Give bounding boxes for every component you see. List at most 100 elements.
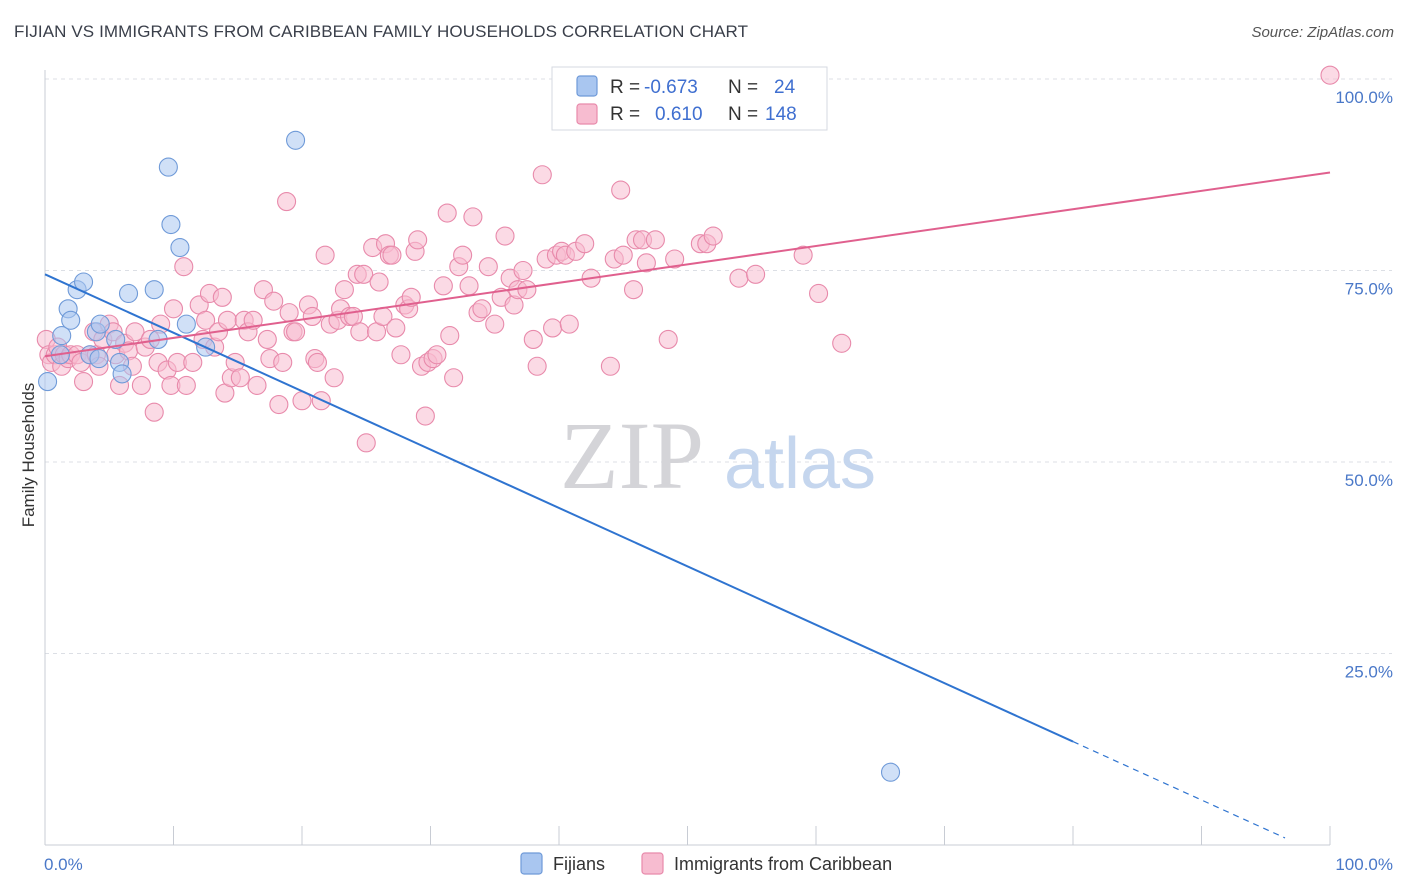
legend-swatch-caribbean xyxy=(576,103,598,125)
point-caribbean xyxy=(264,291,284,311)
point-caribbean xyxy=(196,310,216,330)
point-caribbean xyxy=(613,245,633,265)
point-fijian xyxy=(144,280,164,300)
legend-n-label-2: N = xyxy=(728,104,758,125)
point-caribbean xyxy=(324,368,344,388)
point-fijian xyxy=(38,372,58,392)
point-caribbean xyxy=(559,314,579,334)
point-caribbean xyxy=(832,333,852,353)
trend-line-fijians-extension xyxy=(1072,741,1286,839)
point-caribbean xyxy=(517,280,537,300)
point-caribbean xyxy=(415,406,435,426)
point-caribbean xyxy=(277,192,297,212)
y-axis-label: Family Households xyxy=(19,383,38,528)
point-caribbean xyxy=(478,257,498,277)
point-fijian xyxy=(90,314,110,334)
legend-swatch-fijians xyxy=(576,75,598,97)
point-fijian xyxy=(170,237,190,258)
point-caribbean xyxy=(354,264,374,284)
bottom-legend-swatch-fijians xyxy=(520,852,543,875)
point-caribbean xyxy=(279,303,299,323)
point-fijian xyxy=(118,283,139,304)
point-caribbean xyxy=(174,257,194,277)
axes: 25.0% 50.0% 75.0% 100.0% 0.0% 100.0% xyxy=(44,70,1393,874)
point-caribbean xyxy=(645,230,665,250)
point-caribbean xyxy=(144,402,164,422)
point-fijian xyxy=(158,157,178,177)
point-caribbean xyxy=(532,165,552,185)
trend-lines xyxy=(44,171,1331,839)
point-caribbean xyxy=(212,287,232,307)
point-caribbean xyxy=(286,322,306,342)
chart-source: Source: ZipAtlas.com xyxy=(1251,24,1394,41)
point-caribbean xyxy=(611,180,631,200)
point-caribbean xyxy=(485,314,505,334)
point-fijian xyxy=(61,310,81,330)
chart-title: FIJIAN VS IMMIGRANTS FROM CARIBBEAN FAMI… xyxy=(14,22,749,41)
watermark: ZIP atlas xyxy=(560,402,876,509)
point-fijian xyxy=(52,326,72,346)
legend-n-value-1: 24 xyxy=(774,77,796,98)
point-fijian xyxy=(112,364,132,384)
point-caribbean xyxy=(334,280,354,300)
top-legend: R = -0.673 N = 24 R = 0.610 N = 148 xyxy=(551,66,828,131)
point-caribbean xyxy=(369,272,389,292)
point-caribbean xyxy=(356,433,376,453)
legend-r-label-1: R = xyxy=(610,77,640,98)
y-tick-label: 100.0% xyxy=(1335,88,1393,107)
watermark-zip: ZIP xyxy=(560,402,704,509)
bottom-legend: Fijians Immigrants from Caribbean xyxy=(520,852,892,875)
point-caribbean xyxy=(131,375,151,395)
point-caribbean xyxy=(247,375,267,395)
point-caribbean xyxy=(703,226,723,246)
point-fijian xyxy=(880,762,901,782)
gridlines xyxy=(45,78,1392,654)
point-caribbean xyxy=(307,352,327,372)
point-caribbean xyxy=(1320,65,1340,85)
point-caribbean xyxy=(257,329,277,349)
point-caribbean xyxy=(513,260,533,281)
point-caribbean xyxy=(665,249,685,269)
bottom-legend-caribbean: Immigrants from Caribbean xyxy=(674,854,892,874)
point-caribbean xyxy=(658,329,678,349)
point-caribbean xyxy=(453,245,473,265)
point-caribbean xyxy=(386,318,406,338)
point-fijian xyxy=(89,349,109,369)
watermark-atlas: atlas xyxy=(724,424,876,504)
point-caribbean xyxy=(74,372,94,392)
point-caribbean xyxy=(809,283,829,304)
point-caribbean xyxy=(463,207,483,227)
x-tick-label-max: 100.0% xyxy=(1335,855,1393,874)
point-caribbean xyxy=(600,356,620,376)
trend-line-fijians xyxy=(44,273,1074,743)
point-caribbean xyxy=(472,299,492,319)
point-caribbean xyxy=(433,276,453,296)
point-caribbean xyxy=(230,368,250,388)
point-caribbean xyxy=(125,322,145,342)
point-caribbean xyxy=(437,203,457,223)
legend-r-value-1: -0.673 xyxy=(644,77,698,98)
point-caribbean xyxy=(495,226,515,246)
y-tick-label: 75.0% xyxy=(1345,280,1393,299)
point-caribbean xyxy=(217,310,238,330)
y-tick-label: 25.0% xyxy=(1345,663,1393,682)
point-caribbean xyxy=(408,230,428,250)
point-caribbean xyxy=(575,234,595,254)
point-caribbean xyxy=(444,368,464,388)
point-caribbean xyxy=(401,287,421,307)
point-caribbean xyxy=(543,318,563,338)
point-caribbean xyxy=(382,245,402,265)
point-caribbean xyxy=(427,345,447,365)
point-caribbean xyxy=(269,394,289,415)
point-caribbean xyxy=(523,329,543,349)
point-caribbean xyxy=(623,280,644,300)
point-caribbean xyxy=(729,268,749,288)
trend-line-caribbean xyxy=(44,171,1331,358)
point-caribbean xyxy=(527,356,547,376)
bottom-legend-fijians: Fijians xyxy=(553,854,605,874)
point-caribbean xyxy=(243,310,263,330)
point-fijian xyxy=(106,329,126,349)
point-caribbean xyxy=(459,276,479,296)
point-caribbean xyxy=(163,299,184,319)
